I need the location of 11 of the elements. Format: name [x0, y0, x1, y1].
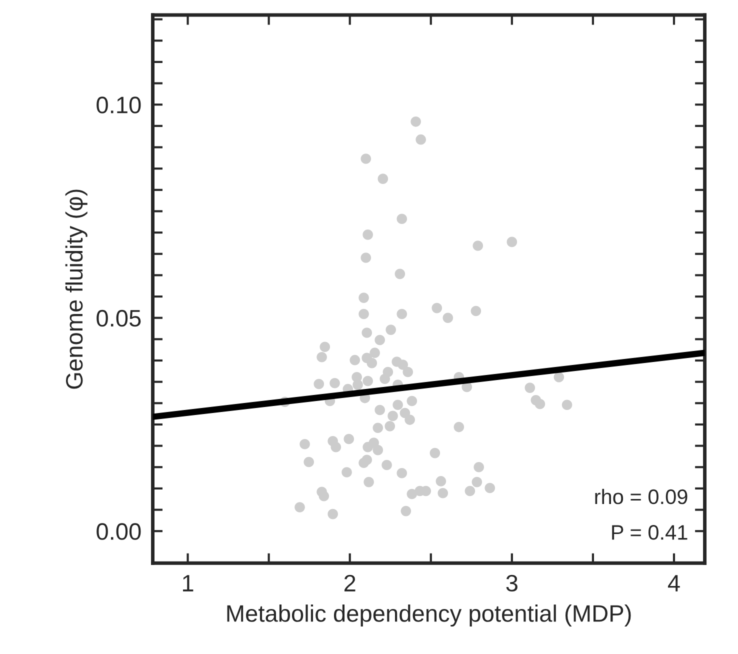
- y-tick-label: 0.10: [96, 96, 141, 114]
- y-tick-label: 0.05: [96, 310, 141, 327]
- x-tick-label: 1: [183, 575, 194, 592]
- y-tick-label: 0.00: [96, 523, 141, 540]
- x-tick-label: 2: [344, 574, 356, 592]
- y-axis-title: Genome fluidity (φ): [65, 190, 88, 389]
- annotation: P = 0.41: [612, 525, 688, 540]
- x-axis-title: Metabolic dependency potential (MDP): [227, 604, 631, 627]
- annotation: rho = 0.09: [595, 488, 688, 504]
- x-tick-label: 3: [506, 574, 518, 592]
- x-tick-label: 4: [668, 575, 680, 592]
